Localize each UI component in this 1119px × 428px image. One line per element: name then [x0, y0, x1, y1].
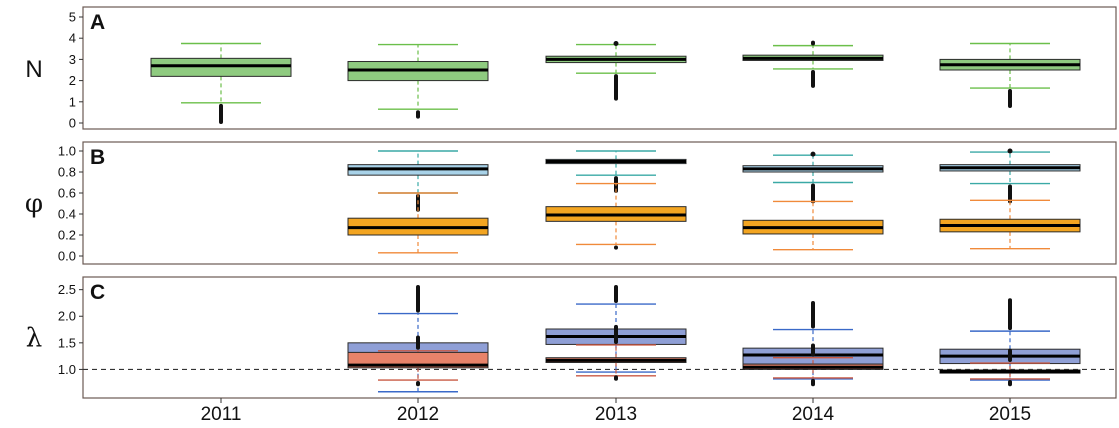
y-axis-label: λ: [26, 324, 42, 354]
panel-label: A: [90, 11, 105, 34]
box-c-2014-series-1: [742, 343, 884, 387]
outlier-point: [613, 41, 619, 46]
box-iqr: [150, 57, 292, 77]
box-a-2015-series-0: [939, 42, 1081, 109]
y-tick-label: 0.2: [58, 228, 76, 243]
y-tick-label: 0.0: [58, 249, 76, 264]
x-tick-label: 2014: [792, 404, 835, 425]
y-tick-label: 0.8: [58, 165, 76, 180]
y-tick-label: 0.6: [58, 186, 76, 201]
box-b-2013-series-1: [545, 182, 687, 250]
y-tick-label: 1: [69, 94, 76, 109]
x-axis: 2011 2012 2013 2014 2015: [201, 398, 1031, 425]
box-b-2014-series-0: [742, 151, 884, 204]
y-tick-label: 1.0: [58, 362, 76, 377]
box-a-2011-series-0: [150, 42, 292, 124]
y-tick-label: 0.4: [58, 207, 76, 222]
x-tick-label: 2015: [989, 404, 1031, 425]
x-tick-label: 2012: [397, 404, 439, 425]
y-tick-label: 2: [69, 73, 76, 88]
box-b-2012-series-1: [347, 192, 489, 254]
panels-group: A N 0 1 2 3 4 5 Bφ 0.0 0.2 0.4 0.6 0.8 1.0 Cλ 1.0 1.5 2.0 2…: [25, 6, 1117, 399]
y-tick-label: 2.5: [58, 282, 76, 297]
panel-a: A N 0 1 2 3 4 5: [25, 6, 1117, 131]
y-tick-label: 3: [69, 52, 76, 67]
box-b-2013-series-0: [545, 150, 687, 193]
y-tick-label: 2.0: [58, 309, 76, 324]
box-c-2012-series-1: [347, 335, 489, 387]
box-c-2015-series-1: [939, 348, 1081, 387]
box-b-2014-series-1: [742, 200, 884, 251]
box-b-2015-series-1: [939, 199, 1081, 250]
outlier-point: [810, 151, 816, 157]
panel-frame: [82, 276, 1117, 399]
panel-frame: [82, 6, 1117, 130]
y-axis-label: N: [25, 56, 42, 83]
box-a-2013-series-0: [545, 41, 687, 101]
panel-label: B: [90, 146, 105, 169]
y-tick-label: 1.0: [58, 144, 76, 159]
y-axis-label: φ: [25, 189, 43, 219]
box-b-2015-series-0: [939, 148, 1081, 204]
box-a-2012-series-0: [347, 43, 489, 119]
y-tick-label: 5: [69, 10, 76, 25]
x-tick-label: 2011: [201, 404, 242, 425]
panel-frame: [82, 141, 1117, 265]
box-a-2014-series-0: [742, 40, 884, 88]
box-c-2013-series-1: [545, 324, 687, 381]
y-tick-label: 0: [69, 116, 76, 131]
panel-b: Bφ 0.0 0.2 0.4 0.6 0.8 1.0: [25, 141, 1117, 265]
panel-c: Cλ 1.0 1.5 2.0 2.5: [26, 276, 1117, 399]
outlier-point: [1007, 148, 1013, 154]
y-tick-label: 4: [69, 31, 76, 46]
x-tick-label: 2013: [595, 404, 637, 425]
y-tick-label: 1.5: [58, 335, 76, 350]
panel-label: C: [90, 281, 105, 304]
